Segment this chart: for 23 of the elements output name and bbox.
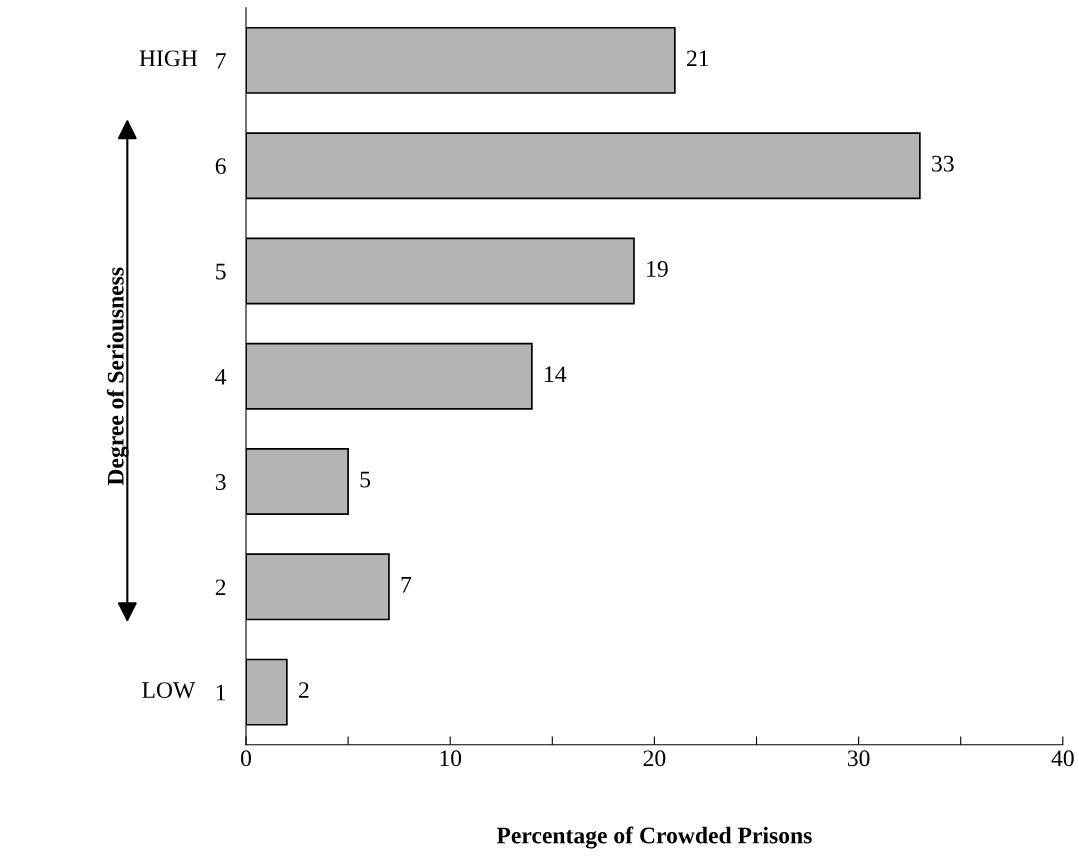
y-tick-label: 5 bbox=[216, 263, 226, 280]
data-label: 14 bbox=[545, 366, 567, 382]
x-tick-label: 10 bbox=[440, 750, 462, 767]
y-tick-label: 7 bbox=[216, 53, 226, 69]
y-tick-label: 3 bbox=[215, 474, 226, 490]
x-tick-label: 40 bbox=[1051, 750, 1074, 767]
y-tick-label: 1 bbox=[216, 684, 226, 701]
data-label: 33 bbox=[932, 155, 954, 172]
data-label: 19 bbox=[647, 261, 668, 277]
y-axis-title: Degree of Seriousness bbox=[106, 267, 129, 486]
x-tick-label: 0 bbox=[241, 750, 252, 767]
y-tick-label: 2 bbox=[215, 579, 226, 596]
text: HIGH bbox=[139, 50, 198, 67]
data-label: 2 bbox=[299, 682, 309, 698]
data-label: 21 bbox=[686, 50, 709, 67]
x-axis-title: Percentage of Crowded Prisons bbox=[496, 826, 812, 849]
data-label: 7 bbox=[401, 577, 412, 593]
y-tick-label: 4 bbox=[215, 368, 227, 385]
data-label: 5 bbox=[360, 471, 371, 488]
text: LOW bbox=[142, 682, 196, 699]
y-tick-label: 6 bbox=[215, 158, 226, 175]
x-tick-label: 30 bbox=[847, 750, 870, 767]
x-tick-label: 20 bbox=[643, 750, 666, 767]
